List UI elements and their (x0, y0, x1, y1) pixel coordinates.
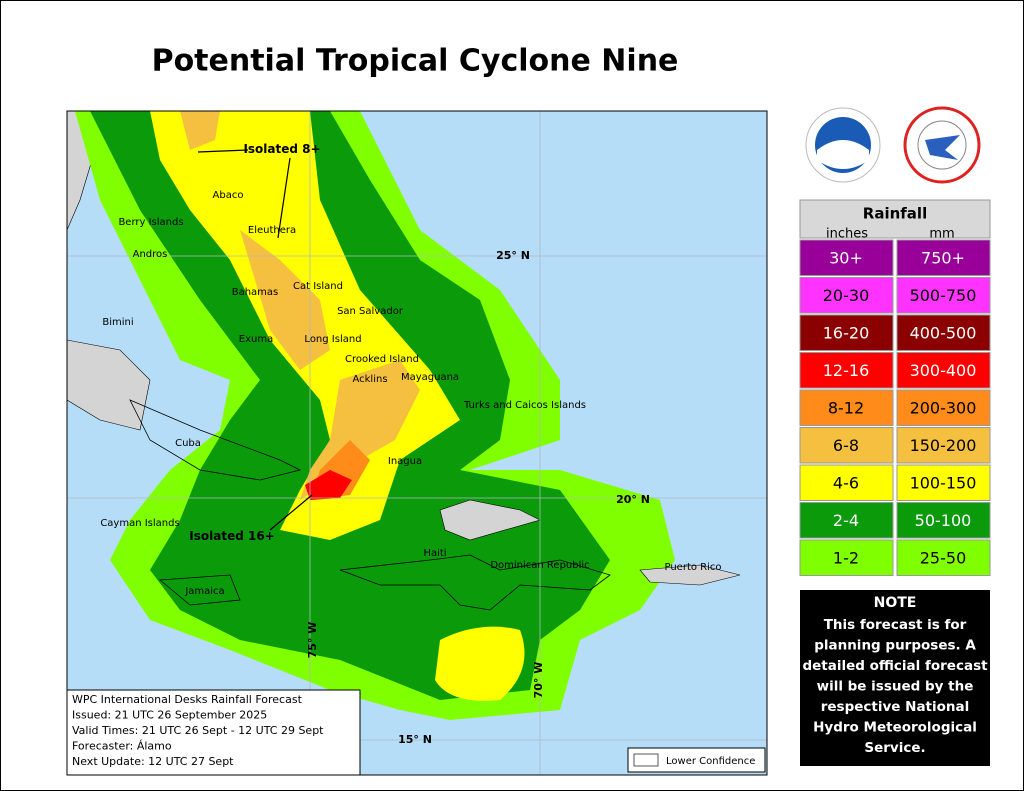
place-label: Andros (133, 249, 168, 260)
info-line: WPC International Desks Rainfall Forecas… (72, 693, 303, 706)
place-label: Bahamas (232, 287, 279, 298)
place-label: Turks and Caicos Islands (463, 400, 586, 411)
place-label: Cat Island (293, 281, 343, 292)
place-label: Inagua (388, 456, 422, 467)
legend-inches: 4-6 (833, 473, 859, 492)
note-title: NOTE (874, 595, 917, 611)
lower-confidence-label: Lower Confidence (666, 756, 755, 767)
place-label: Acklins (352, 374, 387, 385)
legend-swatch (799, 352, 894, 389)
legend-swatch (896, 389, 991, 426)
info-box: WPC International Desks Rainfall Forecas… (66, 689, 361, 776)
legend: Rainfall inches mm 30+ 750+ 20-30 500-750 16… (799, 199, 991, 576)
legend-inches: 12-16 (823, 361, 870, 380)
place-label: San Salvador (337, 306, 404, 317)
lower-confidence-box: Lower Confidence (627, 747, 766, 773)
legend-swatch (799, 502, 894, 539)
legend-mm: 750+ (921, 248, 965, 267)
legend-swatch (799, 239, 894, 276)
place-label: Haiti (423, 548, 446, 559)
info-line: Valid Times: 21 UTC 26 Sept - 12 UTC 29 … (72, 724, 324, 737)
place-label: Dominican Republic (490, 560, 589, 571)
legend-mm: 200-300 (910, 398, 977, 417)
logos (805, 106, 981, 184)
place-labels: Abaco Berry Islands Andros Eleuthera Bah… (100, 142, 721, 746)
place-label: Long Island (304, 334, 361, 345)
legend-swatch (896, 427, 991, 464)
legend-mm: 400-500 (910, 323, 977, 342)
legend-swatch (896, 502, 991, 539)
place-label: Berry Islands (118, 217, 183, 228)
title: Potential Tropical Cyclone Nine (152, 44, 679, 79)
legend-inches: 8-12 (828, 398, 864, 417)
grid-label: 20° N (616, 493, 650, 506)
legend-unit: mm (929, 227, 954, 242)
legend-mm: 300-400 (910, 361, 977, 380)
grid-label: 25° N (496, 249, 530, 262)
legend-unit: inches (826, 227, 868, 242)
grid-label: 75° W (306, 622, 319, 659)
legend-swatch (799, 389, 894, 426)
legend-title: Rainfall (863, 205, 927, 223)
note-line: detailed official forecast (802, 658, 988, 674)
place-label: Crooked Island (345, 354, 419, 365)
legend-swatch (799, 427, 894, 464)
place-label: Cayman Islands (100, 518, 179, 529)
place-label: Jamaica (184, 586, 224, 597)
info-line: Issued: 21 UTC 26 September 2025 (72, 709, 267, 722)
legend-inches: 6-8 (833, 436, 859, 455)
legend-swatch (896, 277, 991, 314)
legend-mm: 50-100 (915, 511, 972, 530)
legend-swatch (896, 539, 991, 576)
legend-swatch (896, 352, 991, 389)
legend-mm: 25-50 (920, 548, 967, 567)
note-line: respective National (821, 699, 970, 715)
note-line: Service. (864, 740, 925, 756)
note-line: will be issued by the (817, 679, 974, 695)
legend-inches: 16-20 (823, 323, 870, 342)
legend-mm: 100-150 (910, 473, 977, 492)
info-line: Forecaster: Álamo (72, 740, 172, 753)
place-label: Cuba (175, 438, 201, 449)
grid-label: 15° N (398, 733, 432, 746)
map (67, 111, 767, 775)
place-label: Exuma (239, 334, 273, 345)
grid-label: 70° W (532, 662, 545, 699)
legend-swatch (799, 539, 894, 576)
place-label: Mayaguana (401, 372, 459, 383)
legend-swatch (896, 314, 991, 351)
place-label: Eleuthera (248, 225, 296, 236)
place-label: Puerto Rico (664, 562, 721, 573)
info-line: Next Update: 12 UTC 27 Sept (72, 755, 234, 768)
note-line: Hydro Meteorological (813, 720, 977, 736)
note-line: planning purposes. A (814, 638, 976, 654)
legend-inches: 30+ (829, 248, 863, 267)
legend-swatch (896, 239, 991, 276)
note-line: This forecast is for (824, 617, 967, 633)
legend-swatch (799, 464, 894, 501)
legend-swatch (896, 464, 991, 501)
annotation: Isolated 16+ (189, 529, 274, 543)
place-label: Bimini (102, 317, 133, 328)
legend-inches: 20-30 (823, 286, 870, 305)
legend-swatch (799, 277, 894, 314)
annotation: Isolated 8+ (243, 142, 320, 156)
legend-swatch (799, 314, 894, 351)
legend-mm: 500-750 (910, 286, 977, 305)
legend-inches: 2-4 (833, 511, 859, 530)
legend-inches: 1-2 (833, 548, 859, 567)
note-box: NOTE This forecast is for planning purpos… (800, 590, 990, 766)
place-label: Abaco (213, 190, 244, 201)
map-border (66, 110, 768, 776)
legend-mm: 150-200 (910, 436, 977, 455)
